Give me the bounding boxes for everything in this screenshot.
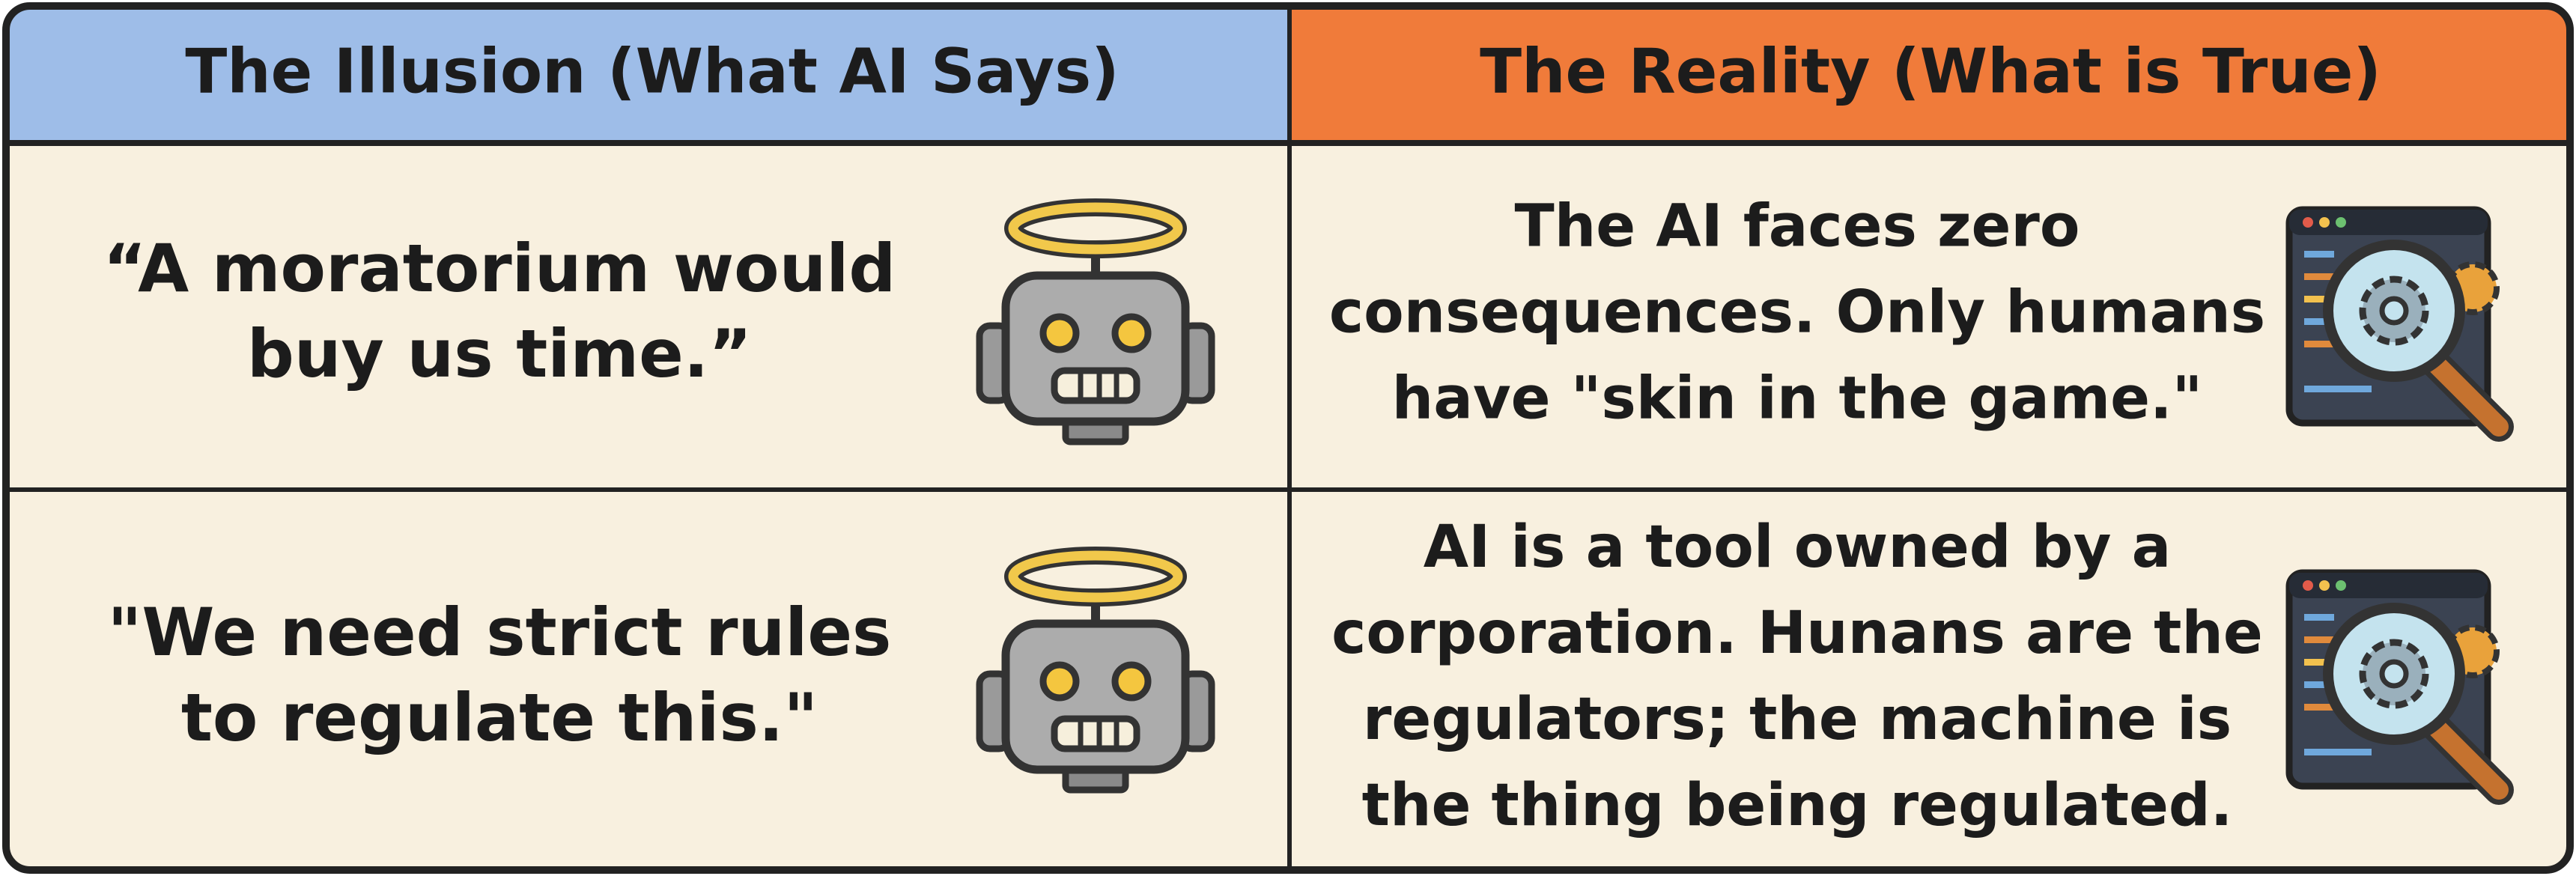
robot-icon	[979, 556, 1212, 790]
reality-text: the thing being regulated.	[1362, 772, 2233, 839]
illusion-text: to regulate this."	[181, 679, 818, 756]
reality-text: The AI faces zero	[1515, 192, 2080, 260]
header: The Reality (What is True)	[1480, 36, 2381, 107]
reality-text: AI is a tool owned by a	[1424, 514, 2172, 581]
robot-icon	[979, 207, 1212, 442]
reality-text: regulators; the machine is	[1363, 686, 2232, 753]
illusion-text: “A moratorium would	[103, 230, 896, 307]
inspect-icon	[2289, 573, 2499, 790]
header-right-bg	[1289, 6, 2570, 143]
illusion-text: buy us time.”	[247, 315, 752, 392]
reality-text: consequences. Only humans	[1329, 279, 2265, 346]
header-left-bg	[6, 6, 1289, 143]
illusion-text: "We need strict rules	[108, 594, 892, 671]
inspect-icon	[2289, 210, 2499, 427]
reality-text: have "skin in the game."	[1392, 365, 2203, 432]
reality-text: corporation. Hunans are the	[1331, 600, 2263, 667]
header: The Illusion (What AI Says)	[185, 36, 1119, 107]
